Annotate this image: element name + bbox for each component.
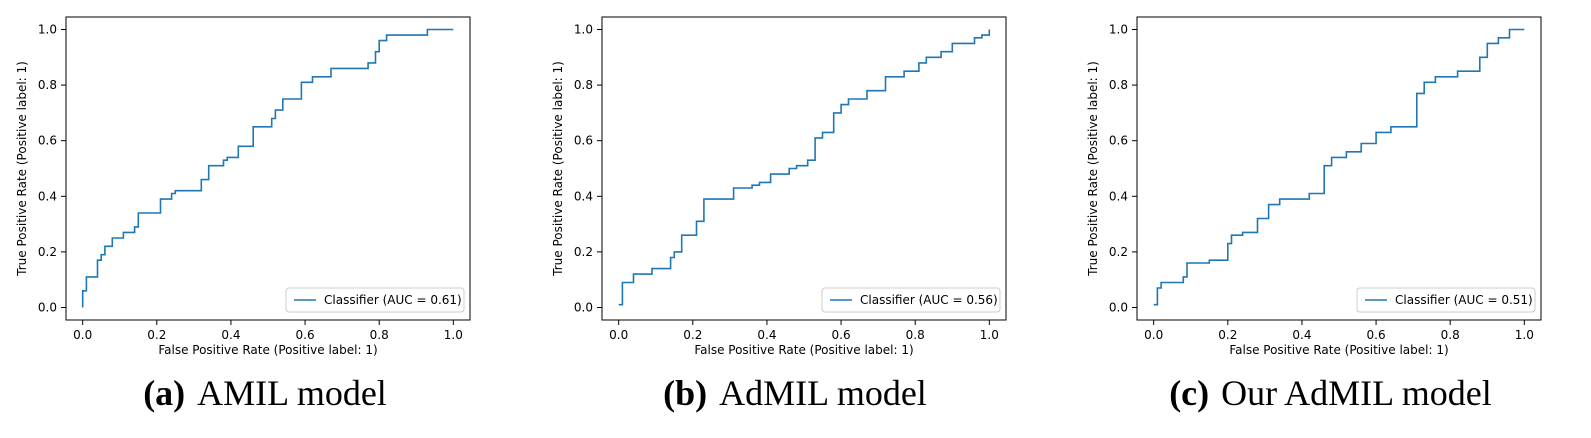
panel-subtitle: AdMIL model [719, 373, 927, 413]
x-axis-label: False Positive Rate (Positive label: 1) [158, 343, 377, 357]
x-axis-label: False Positive Rate (Positive label: 1) [694, 343, 913, 357]
y-tick-label: 1.0 [38, 23, 57, 37]
roc-curve-line [81, 28, 454, 308]
y-tick-label: 0.0 [1109, 300, 1128, 314]
y-tick-label: 0.2 [574, 245, 593, 259]
x-tick-label: 1.0 [980, 328, 999, 342]
x-tick-label: 0.4 [221, 328, 240, 342]
y-tick-label: 0.2 [38, 245, 57, 259]
y-tick-label: 1.0 [1109, 23, 1128, 37]
panel-tag: (c) [1169, 373, 1210, 413]
panel-tag: (a) [143, 373, 186, 413]
x-tick-label: 0.0 [1144, 328, 1163, 342]
roc-curve-line [618, 29, 991, 306]
panel-caption: (b) AdMIL model [530, 372, 1060, 422]
x-tick-label: 0.2 [683, 328, 702, 342]
panel-subtitle: Our AdMIL model [1221, 373, 1492, 413]
x-tick-label: 0.6 [1367, 328, 1386, 342]
x-tick-label: 0.8 [906, 328, 925, 342]
panel-caption: (c) Our AdMIL model [1070, 372, 1591, 422]
legend-box [285, 287, 465, 313]
legend-label: Classifier (AUC = 0.51) [1395, 293, 1533, 307]
axes-frame [1136, 16, 1542, 321]
axes-frame [65, 16, 471, 321]
legend-box [1356, 287, 1536, 313]
x-axis-label: False Positive Rate (Positive label: 1) [1229, 343, 1448, 357]
y-axis-label: True Positive Rate (Positive label: 1) [551, 61, 565, 277]
y-tick-label: 0.6 [1109, 134, 1128, 148]
roc-curve-line [1153, 28, 1525, 306]
x-tick-label: 0.4 [1292, 328, 1311, 342]
y-tick-label: 0.6 [38, 134, 57, 148]
y-axis-label: True Positive Rate (Positive label: 1) [15, 61, 29, 277]
legend-box [821, 287, 1001, 313]
y-tick-label: 0.0 [38, 300, 57, 314]
x-tick-label: 1.0 [444, 328, 463, 342]
y-tick-label: 0.2 [1109, 245, 1128, 259]
x-tick-label: 0.0 [73, 328, 92, 342]
y-tick-label: 0.4 [1109, 189, 1128, 203]
y-tick-label: 1.0 [574, 23, 593, 37]
y-tick-label: 0.8 [574, 78, 593, 92]
y-tick-label: 0.0 [574, 300, 593, 314]
y-tick-label: 0.8 [1109, 78, 1128, 92]
legend-label: Classifier (AUC = 0.56) [860, 293, 998, 307]
x-tick-label: 0.4 [757, 328, 776, 342]
x-tick-label: 0.8 [370, 328, 389, 342]
roc-chart-2: 0.0 0.2 0.4 0.6 0.8 1.0 0.0 0.2 0.4 0.6 0.8 1.0 Fals… [551, 16, 1007, 357]
y-tick-label: 0.6 [574, 134, 593, 148]
panel-subtitle: AMIL model [197, 373, 387, 413]
x-tick-label: 1.0 [1515, 328, 1534, 342]
y-tick-label: 0.4 [574, 189, 593, 203]
axes-frame [601, 16, 1007, 321]
x-tick-label: 0.6 [296, 328, 315, 342]
x-tick-label: 0.2 [1218, 328, 1237, 342]
x-tick-label: 0.8 [1441, 328, 1460, 342]
legend-label: Classifier (AUC = 0.61) [324, 293, 462, 307]
panel-caption: (a) AMIL model [0, 372, 530, 422]
y-tick-label: 0.8 [38, 78, 57, 92]
roc-chart-1: 0.0 0.2 0.4 0.6 0.8 1.0 0.0 0.2 0.4 0.6 0.8 1.0 Fals… [15, 16, 471, 357]
x-tick-label: 0.6 [832, 328, 851, 342]
roc-chart-3: 0.0 0.2 0.4 0.6 0.8 1.0 0.0 0.2 0.4 0.6 0.8 1.0 Fals… [1086, 16, 1542, 357]
panel-tag: (b) [663, 373, 708, 413]
x-tick-label: 0.2 [147, 328, 166, 342]
y-tick-label: 0.4 [38, 189, 57, 203]
y-axis-label: True Positive Rate (Positive label: 1) [1086, 61, 1100, 277]
x-tick-label: 0.0 [609, 328, 628, 342]
